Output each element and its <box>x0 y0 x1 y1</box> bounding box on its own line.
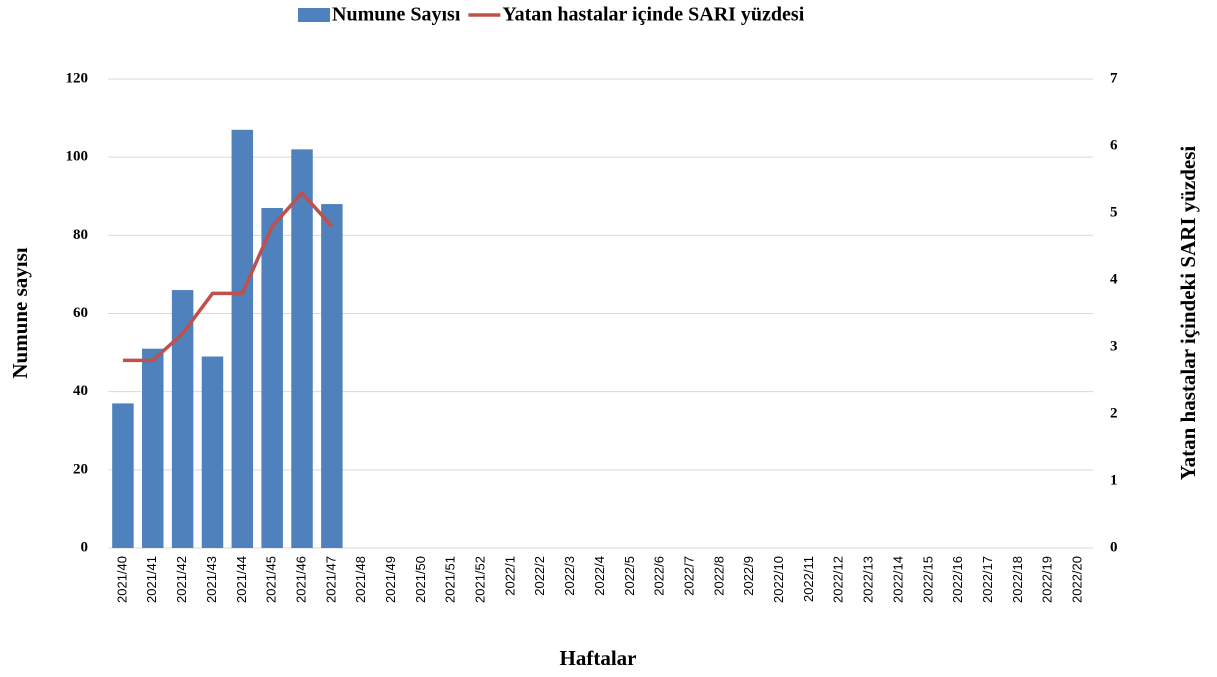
x-tick-label: 2021/48 <box>353 556 368 603</box>
x-tick-label: 2022/9 <box>741 556 756 596</box>
x-tick-label: 2022/10 <box>771 556 786 603</box>
x-tick-label: 2022/16 <box>950 556 965 603</box>
bar <box>142 348 164 548</box>
x-tick-label: 2022/8 <box>711 556 726 596</box>
x-tick-label: 2022/18 <box>1010 556 1025 603</box>
y-tick-label: 20 <box>73 461 88 477</box>
y2-tick-label: 0 <box>1110 539 1118 555</box>
x-tick-label: 2022/1 <box>502 556 517 596</box>
bar <box>321 204 343 549</box>
y2-tick-label: 4 <box>1110 271 1118 287</box>
x-tick-label: 2022/6 <box>652 556 667 596</box>
x-tick-label: 2021/43 <box>204 556 219 603</box>
y-axis-title: Numune sayısı <box>8 247 32 378</box>
y2-tick-label: 3 <box>1110 338 1118 354</box>
bar <box>112 403 134 548</box>
x-tick-label: 2022/4 <box>592 556 607 596</box>
x-tick-label: 2022/12 <box>831 556 846 603</box>
x-tick-label: 2021/41 <box>144 556 159 603</box>
bar <box>201 356 224 548</box>
x-tick-label: 2022/19 <box>1040 556 1055 603</box>
x-tick-label: 2022/15 <box>920 556 935 603</box>
y2-tick-label: 7 <box>1110 70 1118 86</box>
x-axis-title: Haftalar <box>560 646 637 670</box>
bar <box>171 290 194 548</box>
legend-swatch <box>298 8 330 22</box>
y-tick-label: 40 <box>73 383 88 399</box>
x-tick-label: 2022/13 <box>861 556 876 603</box>
x-tick-label: 2022/2 <box>532 556 547 596</box>
y-tick-label: 100 <box>66 149 89 165</box>
y-tick-label: 120 <box>66 70 89 86</box>
x-tick-label: 2021/47 <box>323 556 338 603</box>
x-tick-label: 2021/50 <box>413 556 428 603</box>
x-tick-label: 2022/17 <box>980 556 995 603</box>
bar <box>261 207 283 548</box>
x-tick-label: 2021/51 <box>443 556 458 603</box>
x-tick-label: 2022/14 <box>890 556 905 603</box>
x-tick-label: 2021/52 <box>473 556 488 603</box>
x-tick-label: 2021/49 <box>383 556 398 603</box>
x-tick-label: 2021/45 <box>264 556 279 603</box>
x-tick-label: 2021/44 <box>234 556 249 603</box>
x-tick-label: 2021/46 <box>293 556 308 603</box>
y-tick-label: 60 <box>73 305 88 321</box>
y2-tick-label: 6 <box>1110 137 1118 153</box>
x-tick-label: 2022/5 <box>622 556 637 596</box>
y2-tick-label: 5 <box>1110 204 1118 220</box>
legend-label: Numune Sayısı <box>332 4 461 26</box>
bar <box>231 129 254 548</box>
x-tick-label: 2022/7 <box>681 556 696 596</box>
y2-tick-label: 1 <box>1110 472 1118 488</box>
line <box>122 191 334 363</box>
y2-tick-label: 2 <box>1110 405 1118 421</box>
x-tick-label: 2022/3 <box>562 556 577 596</box>
x-tick-label: 2022/20 <box>1070 556 1085 603</box>
legend-label: Yatan hastalar içinde SARI yüzdesi <box>502 4 804 26</box>
y-tick-label: 0 <box>81 539 89 555</box>
x-tick-label: 2021/40 <box>114 556 129 603</box>
y-tick-label: 80 <box>73 227 88 243</box>
bar <box>291 149 313 548</box>
y2-axis-title: Yatan hastalar içindeki SARI yüzdesi <box>1176 146 1200 481</box>
x-tick-label: 2021/42 <box>174 556 189 603</box>
x-tick-label: 2022/11 <box>801 556 816 602</box>
